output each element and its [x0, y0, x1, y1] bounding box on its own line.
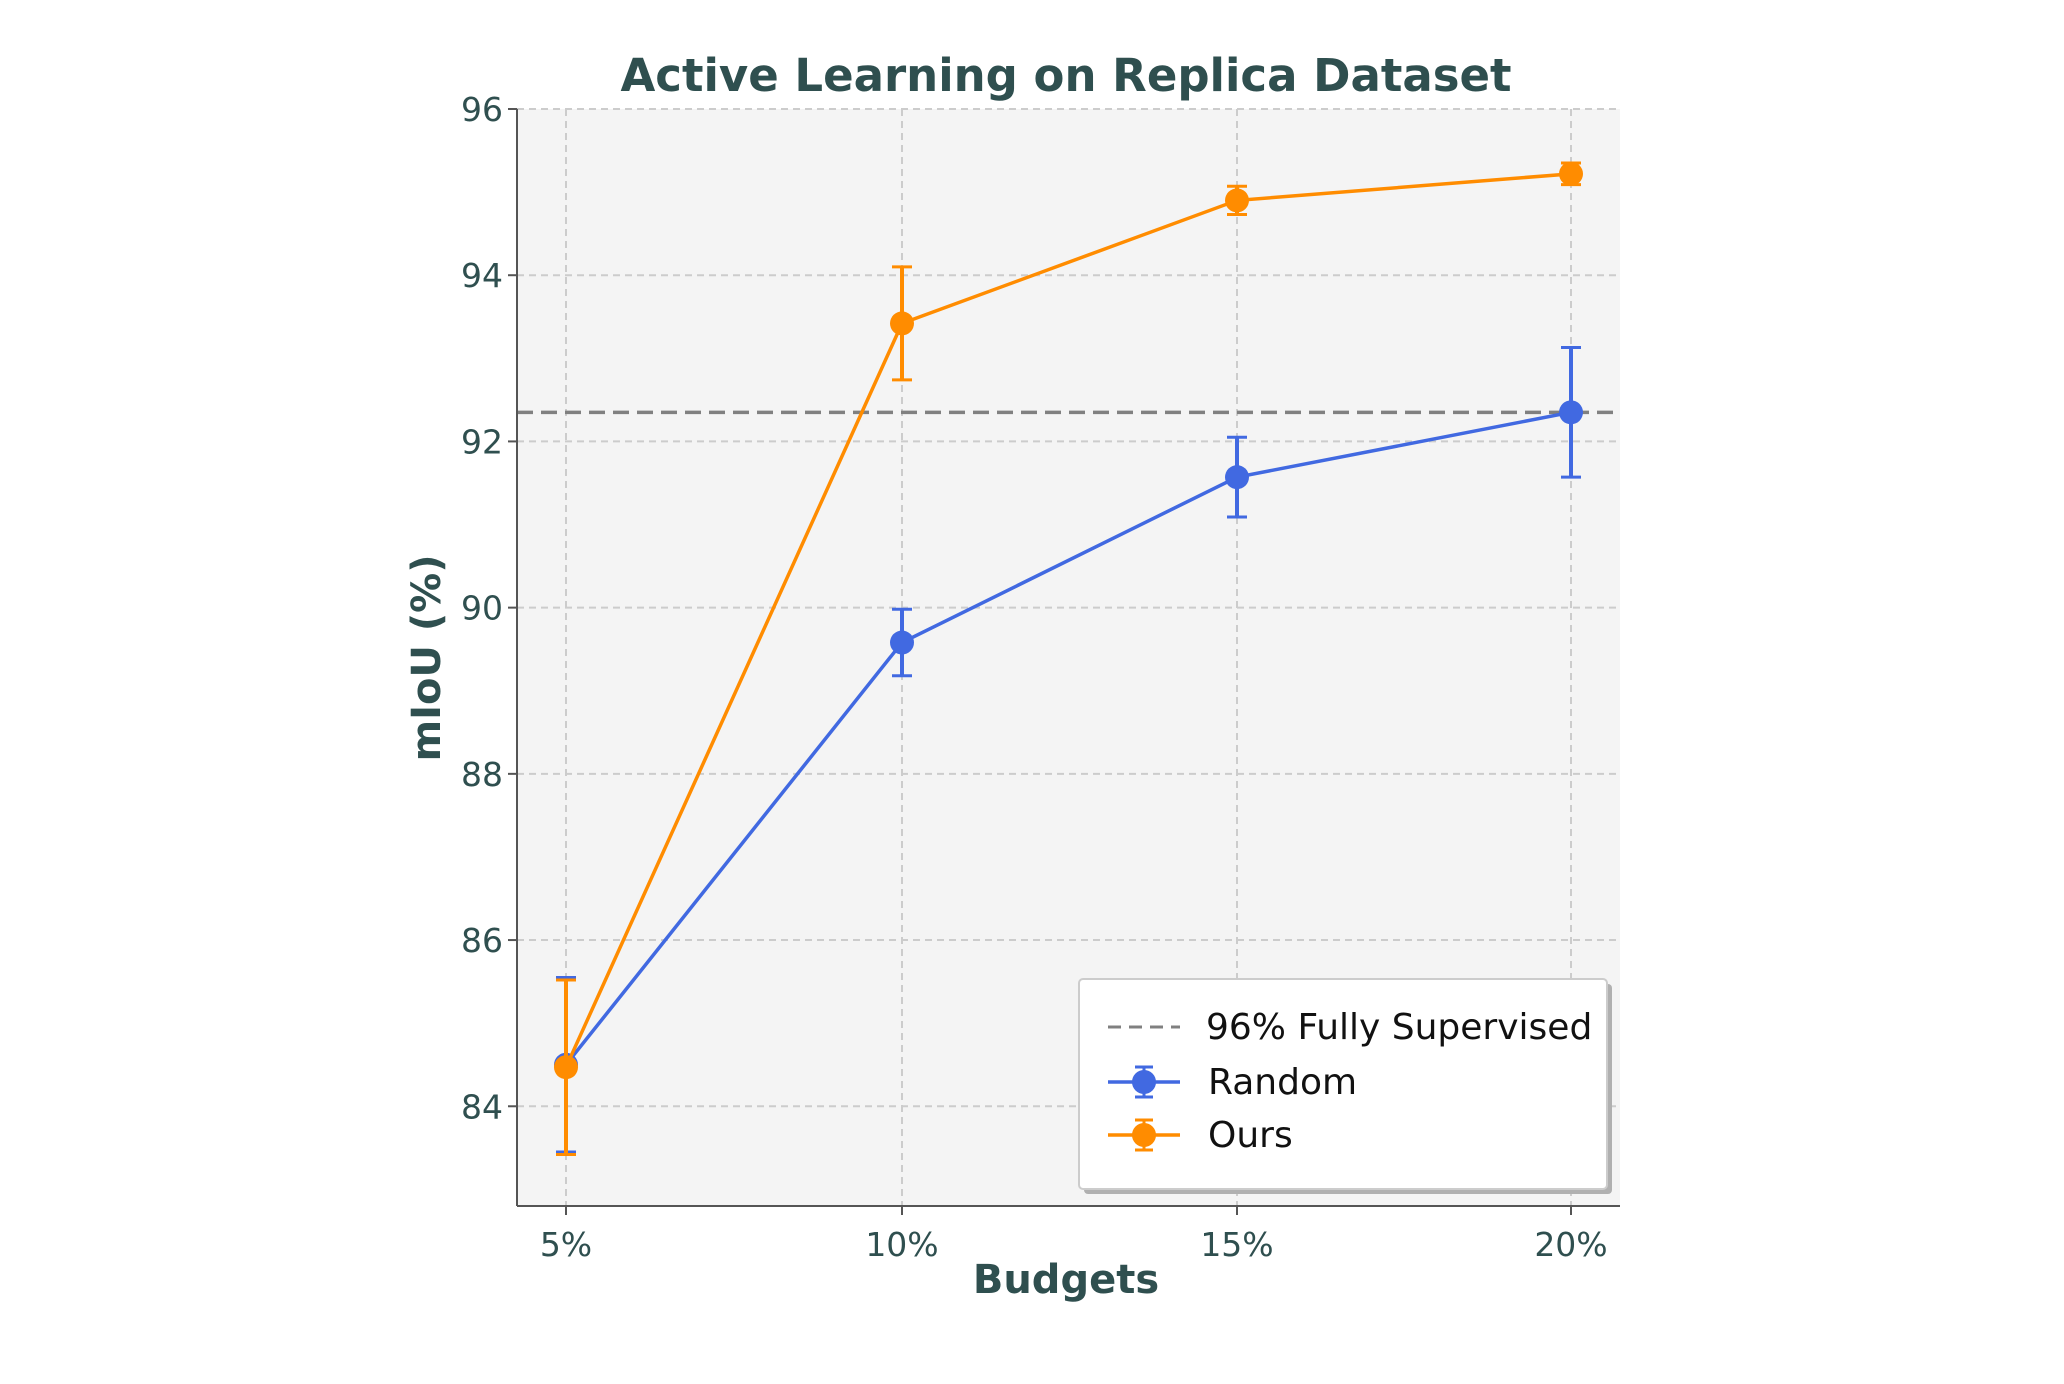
legend: 96% Fully Supervised Random Ours — [1078, 978, 1612, 1194]
legend-random-swatch — [1108, 1065, 1180, 1099]
legend-marker-random — [1132, 1070, 1156, 1094]
legend-random-label: Random — [1208, 1062, 1357, 1103]
x-tick-label: 15% — [1200, 1225, 1273, 1264]
y-tick-label: 96 — [461, 90, 503, 129]
legend-reference-label: 96% Fully Supervised — [1206, 1007, 1592, 1048]
data-point-ours — [890, 311, 914, 336]
series-line-random — [564, 410, 1572, 1066]
data-point-random — [1559, 400, 1583, 425]
data-point-ours — [1225, 188, 1249, 213]
x-tick-label: 5% — [540, 1225, 592, 1264]
series-line-ours — [564, 172, 1572, 1068]
y-tick-label: 88 — [461, 755, 503, 794]
data-point-random — [1225, 465, 1249, 490]
x-tick-label: 10% — [865, 1225, 938, 1264]
y-axis-label: mIoU (%) — [404, 554, 450, 761]
y-tick-label: 94 — [461, 256, 503, 295]
data-point-ours — [1559, 161, 1583, 186]
data-point-random — [890, 630, 914, 655]
y-tick-label: 92 — [461, 422, 503, 461]
chart-title: Active Learning on Replica Dataset — [620, 49, 1511, 102]
y-tick-label: 90 — [461, 589, 503, 628]
legend-ours-swatch — [1108, 1118, 1180, 1152]
legend-box — [1078, 978, 1608, 1190]
y-tick-label: 86 — [461, 921, 503, 960]
legend-marker-ours — [1132, 1123, 1156, 1147]
y-tick-label: 84 — [461, 1087, 503, 1126]
series-group — [554, 161, 1583, 1156]
data-point-ours — [554, 1055, 578, 1080]
x-axis-label: Budgets — [973, 1257, 1159, 1303]
legend-ours-label: Ours — [1208, 1115, 1293, 1156]
ticks-group: 84 86 88 90 92 94 96 5% 10% 15% 20% — [461, 90, 1608, 1264]
x-tick-label: 20% — [1534, 1225, 1607, 1264]
